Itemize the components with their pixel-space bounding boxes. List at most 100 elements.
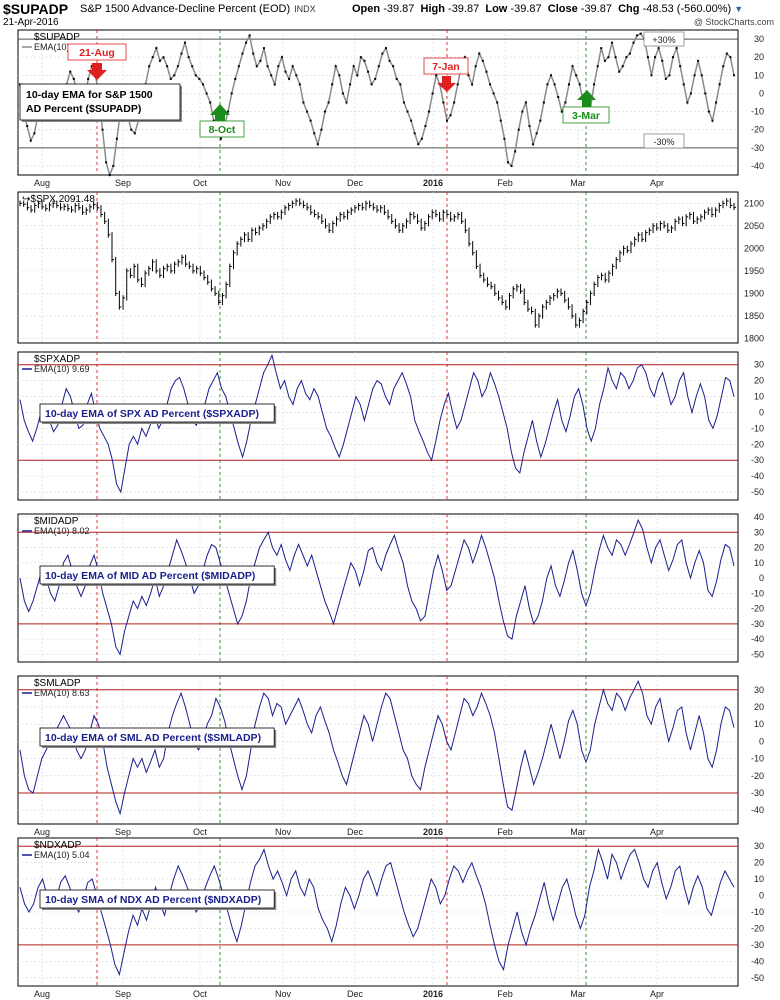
data-point: [481, 59, 484, 62]
data-point: [693, 74, 696, 77]
data-point: [112, 164, 115, 167]
data-point: [227, 110, 230, 113]
label-text-line2: AD Percent ($SUPADP): [26, 103, 141, 115]
data-point: [363, 59, 366, 62]
month-label: Nov: [275, 827, 292, 837]
legend-entry: EMA(10): [34, 42, 70, 52]
open-value: -39.87: [383, 3, 415, 15]
legend-entry: EMA(10) 5.04: [34, 850, 90, 860]
y-tick-label: -40: [751, 634, 764, 644]
y-tick-label: -40: [751, 956, 764, 966]
month-label: 2016: [423, 989, 443, 999]
month-label: Feb: [497, 827, 513, 837]
data-point: [575, 74, 578, 77]
data-point: [413, 132, 416, 135]
month-label: Aug: [34, 989, 50, 999]
y-tick-label: 30: [754, 841, 764, 851]
y-tick-label: -20: [751, 604, 764, 614]
supadp-annotations: 21-Aug 10-day EMA for S&P 1500 AD Percent …: [19, 31, 685, 149]
data-point: [309, 119, 312, 122]
data-point: [87, 77, 90, 80]
month-label: 2016: [423, 827, 443, 837]
data-point: [352, 65, 355, 68]
y-tick-label: 2000: [744, 243, 764, 253]
data-point: [230, 92, 233, 95]
data-point: [417, 143, 420, 146]
month-label: Apr: [650, 827, 664, 837]
data-point: [266, 65, 269, 68]
label-text: 10-day EMA of MID AD Percent ($MIDADP): [45, 570, 255, 582]
tag-minus30: [643, 133, 685, 149]
y-tick-label: 0: [759, 891, 764, 901]
marker-box-mar3: [562, 106, 610, 124]
data-point: [463, 56, 466, 59]
month-label: Nov: [275, 989, 292, 999]
data-point: [341, 92, 344, 95]
label-box: [39, 403, 275, 423]
data-point: [664, 77, 667, 80]
data-point: [535, 132, 538, 135]
data-point: [682, 83, 685, 86]
data-point: [130, 128, 133, 131]
data-point: [675, 47, 678, 50]
month-label: Mar: [570, 178, 586, 188]
data-point: [191, 65, 194, 68]
data-point: [424, 125, 427, 128]
data-point: [571, 65, 574, 68]
y-tick-label: 0: [759, 573, 764, 583]
chevron-down-icon[interactable]: ▼: [734, 4, 744, 14]
marker-label-aug21: 21-Aug: [79, 47, 115, 59]
y-tick-label: 1900: [744, 288, 764, 298]
legend-entry: EMA(10) 8.02: [34, 526, 90, 536]
series-line: [19, 679, 735, 816]
data-point: [445, 119, 448, 122]
y-tick-label: -20: [751, 125, 764, 135]
marker-label-jan7: 7-Jan: [432, 61, 459, 73]
low-label: Low: [485, 3, 508, 15]
chart-symbol[interactable]: $SUPADP: [3, 1, 69, 17]
data-point: [298, 83, 301, 86]
label-box: [19, 83, 181, 121]
data-point: [700, 74, 703, 77]
y-tick-label: -40: [751, 161, 764, 171]
y-tick-label: 0: [759, 88, 764, 98]
plot-area: [17, 675, 739, 825]
data-point: [625, 56, 628, 59]
label-text: 10-day SMA of NDX AD Percent ($NDXADP): [45, 894, 261, 906]
tag-plus30-text: +30%: [652, 35, 675, 45]
data-point: [636, 34, 639, 37]
data-point: [316, 143, 319, 146]
month-label: Oct: [193, 827, 208, 837]
data-point: [280, 56, 283, 59]
data-point: [381, 52, 384, 55]
chart-header: $SUPADP S&P 1500 Advance-Decline Percent…: [0, 0, 780, 30]
down-arrow-icon: [437, 76, 456, 92]
month-label: Dec: [347, 178, 364, 188]
data-point: [187, 56, 190, 59]
data-point: [607, 56, 610, 59]
data-point: [234, 77, 237, 80]
data-point: [313, 132, 316, 135]
data-point: [69, 70, 72, 73]
up-arrow-icon: [577, 90, 596, 107]
data-point: [496, 101, 499, 104]
data-point: [101, 128, 104, 131]
marker-label-mar3: 3-Mar: [572, 110, 600, 122]
data-point: [205, 92, 208, 95]
data-point: [395, 77, 398, 80]
data-point: [478, 52, 481, 55]
plot-area: [17, 513, 739, 663]
series-line: [19, 518, 735, 656]
plot-area: [17, 351, 739, 501]
data-point: [600, 47, 603, 50]
low-value: -39.87: [510, 3, 542, 15]
data-point: [158, 59, 161, 62]
y-tick-label: 20: [754, 376, 764, 386]
y-tick-label: -30: [751, 940, 764, 950]
month-label: Apr: [650, 989, 664, 999]
data-point: [288, 77, 291, 80]
data-point: [539, 119, 542, 122]
